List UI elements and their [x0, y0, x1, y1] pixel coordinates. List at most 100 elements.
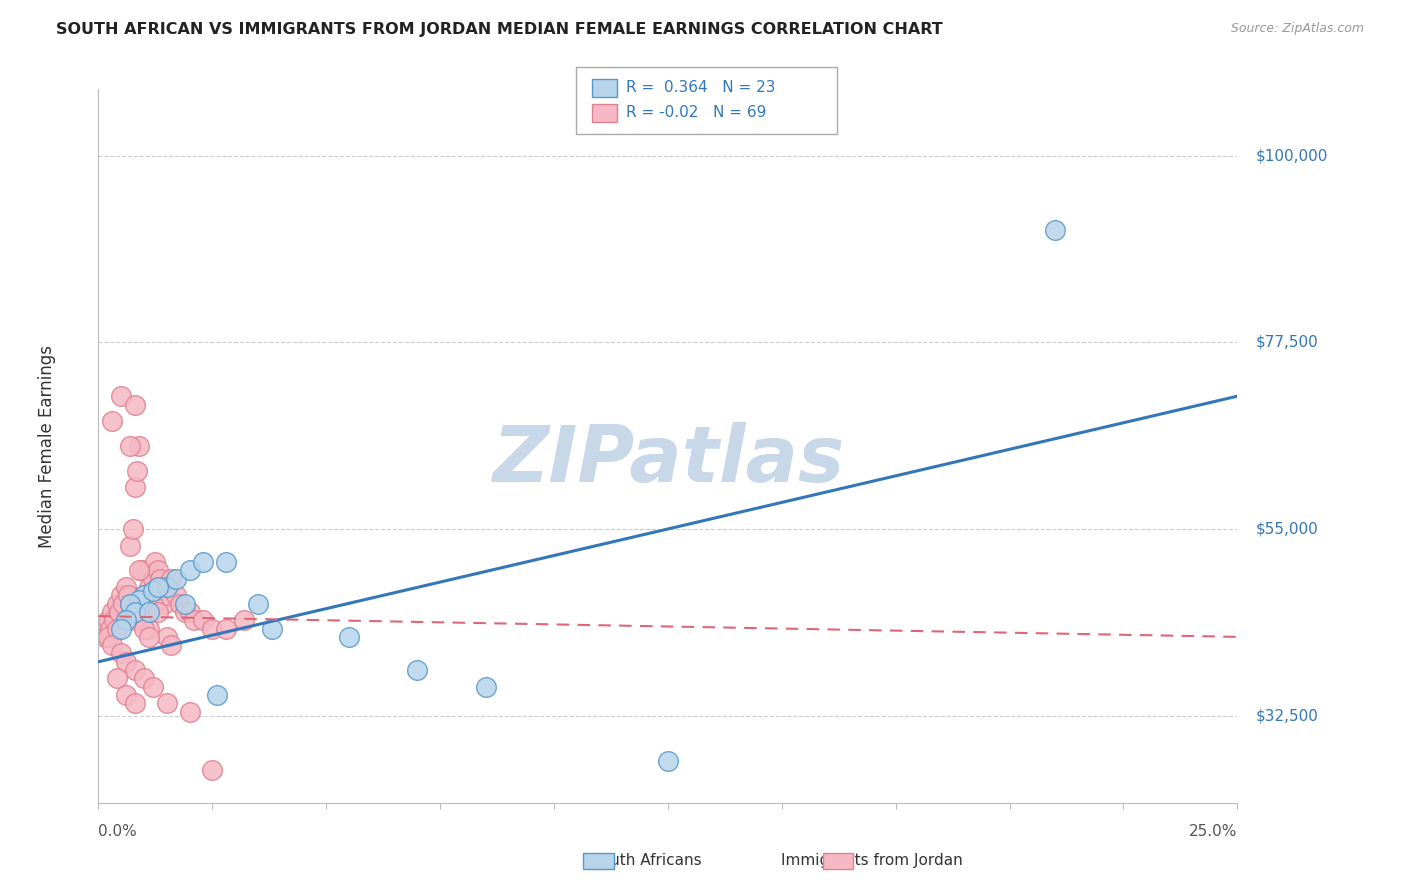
Point: [138, 622, 160, 636]
Point: [132, 588, 155, 602]
Text: 25.0%: 25.0%: [1189, 823, 1237, 838]
Point: [110, 588, 132, 602]
Point: [114, 655, 136, 669]
Point: [156, 630, 179, 644]
Point: [124, 397, 146, 411]
Point: [105, 671, 128, 685]
Point: [160, 572, 183, 586]
Point: [179, 705, 201, 719]
Point: [114, 688, 136, 702]
Point: [160, 638, 183, 652]
Point: [117, 588, 139, 602]
Point: [205, 688, 228, 702]
Point: [128, 592, 150, 607]
Point: [146, 605, 169, 619]
Text: South Africans: South Africans: [592, 854, 702, 868]
Point: [156, 588, 179, 602]
Point: [150, 580, 173, 594]
Point: [108, 605, 131, 619]
Point: [145, 555, 167, 569]
Point: [183, 613, 205, 627]
Point: [406, 663, 429, 677]
Point: [101, 414, 124, 428]
Point: [132, 588, 155, 602]
Point: [132, 622, 155, 636]
Point: [135, 597, 157, 611]
Point: [149, 572, 172, 586]
Text: $32,500: $32,500: [1256, 708, 1319, 723]
Point: [101, 638, 124, 652]
Point: [105, 597, 128, 611]
Point: [132, 588, 155, 602]
Point: [138, 605, 160, 619]
Point: [120, 597, 142, 611]
Point: [215, 555, 238, 569]
Text: Source: ZipAtlas.com: Source: ZipAtlas.com: [1230, 22, 1364, 36]
Point: [142, 597, 165, 611]
Point: [131, 564, 153, 578]
Point: [215, 622, 238, 636]
Point: [146, 580, 169, 594]
Point: [96, 630, 118, 644]
Point: [98, 622, 121, 636]
Point: [105, 622, 128, 636]
Point: [474, 680, 496, 694]
Point: [1043, 223, 1066, 237]
Point: [165, 588, 187, 602]
Point: [146, 564, 169, 578]
Point: [132, 671, 155, 685]
Point: [138, 630, 160, 644]
Point: [139, 588, 162, 602]
Point: [193, 613, 215, 627]
Point: [246, 597, 269, 611]
Point: [120, 597, 142, 611]
Point: [179, 564, 201, 578]
Point: [94, 630, 117, 644]
Point: [128, 439, 150, 453]
Point: [110, 622, 132, 636]
Point: [657, 754, 679, 768]
Text: Median Female Earnings: Median Female Earnings: [38, 344, 56, 548]
Point: [114, 613, 136, 627]
Text: $100,000: $100,000: [1256, 148, 1327, 163]
Point: [153, 597, 176, 611]
Point: [201, 763, 224, 777]
Point: [124, 481, 146, 495]
Point: [179, 605, 201, 619]
Point: [110, 647, 132, 661]
Point: [174, 597, 197, 611]
Text: R =  0.364   N = 23: R = 0.364 N = 23: [626, 80, 775, 95]
Point: [156, 696, 179, 710]
Point: [337, 630, 360, 644]
Point: [127, 464, 149, 478]
Point: [114, 613, 136, 627]
Point: [124, 605, 146, 619]
Point: [142, 584, 165, 599]
Point: [124, 663, 146, 677]
Point: [169, 597, 191, 611]
Text: SOUTH AFRICAN VS IMMIGRANTS FROM JORDAN MEDIAN FEMALE EARNINGS CORRELATION CHART: SOUTH AFRICAN VS IMMIGRANTS FROM JORDAN …: [56, 22, 943, 37]
Text: 0.0%: 0.0%: [98, 823, 138, 838]
Point: [124, 696, 146, 710]
Point: [193, 555, 215, 569]
Point: [233, 613, 256, 627]
Point: [120, 439, 142, 453]
Point: [174, 605, 197, 619]
Text: ZIPatlas: ZIPatlas: [492, 422, 844, 499]
Point: [156, 580, 179, 594]
Point: [201, 622, 224, 636]
Point: [114, 580, 136, 594]
Point: [101, 605, 124, 619]
Point: [121, 522, 143, 536]
Point: [142, 572, 165, 586]
Text: $77,500: $77,500: [1256, 334, 1319, 350]
Text: R = -0.02   N = 69: R = -0.02 N = 69: [626, 105, 766, 120]
Point: [142, 680, 165, 694]
Point: [91, 622, 114, 636]
Point: [120, 539, 142, 553]
Point: [128, 564, 150, 578]
Point: [165, 572, 187, 586]
Text: Immigrants from Jordan: Immigrants from Jordan: [780, 854, 963, 868]
Text: $55,000: $55,000: [1256, 522, 1319, 536]
Point: [96, 613, 118, 627]
